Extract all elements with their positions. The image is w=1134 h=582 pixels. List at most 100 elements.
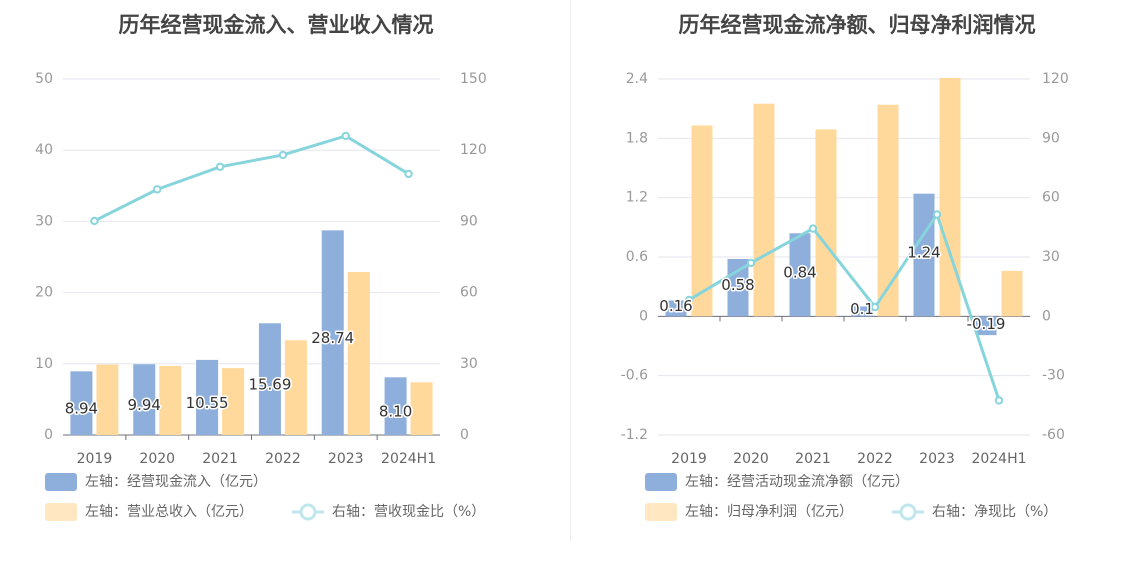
line-point <box>994 396 1004 405</box>
left-axis-tick-label: 2.4 <box>626 71 648 87</box>
x-axis-tick-label: 2019 <box>77 451 113 467</box>
chart-title: 历年经营现金流入、营业收入情况 <box>119 13 434 37</box>
bar-primary <box>70 371 93 435</box>
line-point <box>278 150 288 160</box>
legend-swatch[interactable] <box>45 503 77 521</box>
chart-net-cash-profit: 历年经营现金流净额、归母净利润情况 -1.2 -0.6 0 0.6 1.2 1.8 2.4 -6… <box>621 13 1069 521</box>
bar-secondary <box>815 129 837 317</box>
legend-label[interactable]: 左轴：经营活动现金流净额（亿元） <box>685 474 909 490</box>
chart-title: 历年经营现金流净额、归母净利润情况 <box>679 13 1036 37</box>
right-axis-tick-label: 90 <box>460 213 478 229</box>
left-axis-tick-label: 10 <box>35 356 53 372</box>
x-axis-tick-label: 2023 <box>919 451 955 467</box>
legend-label[interactable]: 右轴：净现比（%） <box>932 504 1057 520</box>
left-axis-tick-label: 1.8 <box>626 130 648 146</box>
bar-data-label: 0.84 <box>783 263 816 281</box>
legend-swatch[interactable] <box>45 473 77 491</box>
x-axis-tick-label: 2021 <box>202 451 238 467</box>
line-point <box>870 302 880 312</box>
bar-primary <box>196 359 219 435</box>
left-axis-tick-label: 0 <box>639 308 648 324</box>
right-axis-tick-label: 60 <box>1042 190 1060 206</box>
right-axis-tick-label: 120 <box>1042 71 1069 87</box>
bar-secondary <box>284 340 307 435</box>
x-axis-tick-label: 2020 <box>139 451 175 467</box>
bar-data-label: 1.24 <box>907 244 940 262</box>
bar-data-label: 10.55 <box>186 394 229 412</box>
panel-divider <box>570 0 571 540</box>
left-axis-tick-label: -0.6 <box>621 368 648 384</box>
bar-primary <box>851 306 873 317</box>
bar-data-label: -0.19 <box>967 315 1006 333</box>
bar-secondary <box>753 103 775 317</box>
bar-data-label: 15.69 <box>248 376 291 394</box>
bar-primary <box>258 323 281 435</box>
chart-panel-net-cash: 历年经营现金流净额、归母净利润情况 -1.2 -0.6 0 0.6 1.2 1.8 2.4 -6… <box>567 0 1134 582</box>
bar-primary <box>665 300 687 317</box>
bar-primary <box>789 233 811 317</box>
bar-primary <box>384 377 407 435</box>
line-point <box>746 258 756 268</box>
bar-data-label: 0.1 <box>850 300 874 318</box>
x-axis-tick-label: 2020 <box>733 451 769 467</box>
bar-secondary <box>691 125 713 317</box>
right-axis-tick-label: -60 <box>1042 427 1065 443</box>
bar-secondary <box>877 104 899 317</box>
bar-secondary <box>222 368 245 435</box>
x-axis-tick-label: 2022 <box>265 451 301 467</box>
bar-primary <box>321 230 344 435</box>
legend-point-swatch[interactable] <box>899 503 917 521</box>
legend-swatch[interactable] <box>645 473 677 491</box>
bar-secondary <box>1001 270 1023 317</box>
bar-primary <box>133 364 156 435</box>
legend-label[interactable]: 左轴：经营现金流入（亿元） <box>85 474 267 490</box>
line-point <box>808 224 818 233</box>
left-axis-tick-label: 20 <box>35 285 53 301</box>
line-point <box>90 216 99 226</box>
right-axis-tick-label: 30 <box>1042 249 1060 265</box>
legend-label[interactable]: 左轴：营业总收入（亿元） <box>85 504 253 520</box>
legend-label[interactable]: 左轴：归母净利润（亿元） <box>685 503 853 520</box>
bar-data-label: 28.74 <box>311 329 354 347</box>
right-axis-tick-label: 120 <box>460 142 487 158</box>
right-axis-tick-label: 0 <box>460 427 469 443</box>
legend-point-swatch[interactable] <box>299 503 317 521</box>
x-axis-tick-label: 2021 <box>795 451 831 467</box>
right-axis-tick-label: 0 <box>1042 308 1051 324</box>
left-axis-tick-label: 40 <box>35 142 53 158</box>
left-axis-tick-label: 0.6 <box>626 249 648 265</box>
chart-cash-inflow-revenue: 历年经营现金流入、营业收入情况 0 10 20 30 40 50 0 30 60 90 120 150 2… <box>35 13 487 521</box>
line-point <box>341 131 350 141</box>
left-axis-tick-label: -1.2 <box>621 427 648 443</box>
line-point <box>932 210 942 219</box>
line-point <box>215 162 225 172</box>
right-axis-tick-label: 90 <box>1042 130 1060 146</box>
bar-primary <box>975 316 997 336</box>
right-axis-tick-label: 150 <box>460 71 487 87</box>
bar-data-label: 8.94 <box>65 400 98 418</box>
left-axis-tick-label: 30 <box>35 213 53 229</box>
bar-secondary <box>96 364 119 435</box>
legend-swatch[interactable] <box>645 503 677 521</box>
x-axis-tick-label: 2023 <box>328 451 364 467</box>
bar-secondary <box>939 78 961 317</box>
legend-label[interactable]: 右轴：营收现金比（%） <box>332 504 485 520</box>
line-point <box>684 295 694 305</box>
line-point <box>404 169 413 179</box>
x-axis-tick-label: 2024H1 <box>971 451 1026 467</box>
bar-secondary <box>347 271 370 435</box>
x-axis-tick-label: 2019 <box>671 451 707 467</box>
x-axis-tick-label: 2024H1 <box>381 451 436 467</box>
bar-data-label: 9.94 <box>128 396 161 414</box>
right-axis-tick-label: 30 <box>460 356 478 372</box>
right-axis-tick-label: -30 <box>1042 368 1065 384</box>
right-axis-tick-label: 60 <box>460 285 478 301</box>
left-axis-tick-label: 0 <box>44 427 53 443</box>
bar-data-label: 8.10 <box>379 403 412 421</box>
bar-data-label: 0.16 <box>659 297 692 315</box>
line-series <box>93 134 410 223</box>
bar-secondary <box>410 382 433 435</box>
bar-data-label: 0.58 <box>721 276 754 294</box>
x-axis-tick-label: 2022 <box>857 451 893 467</box>
left-axis-tick-label: 1.2 <box>626 190 648 206</box>
